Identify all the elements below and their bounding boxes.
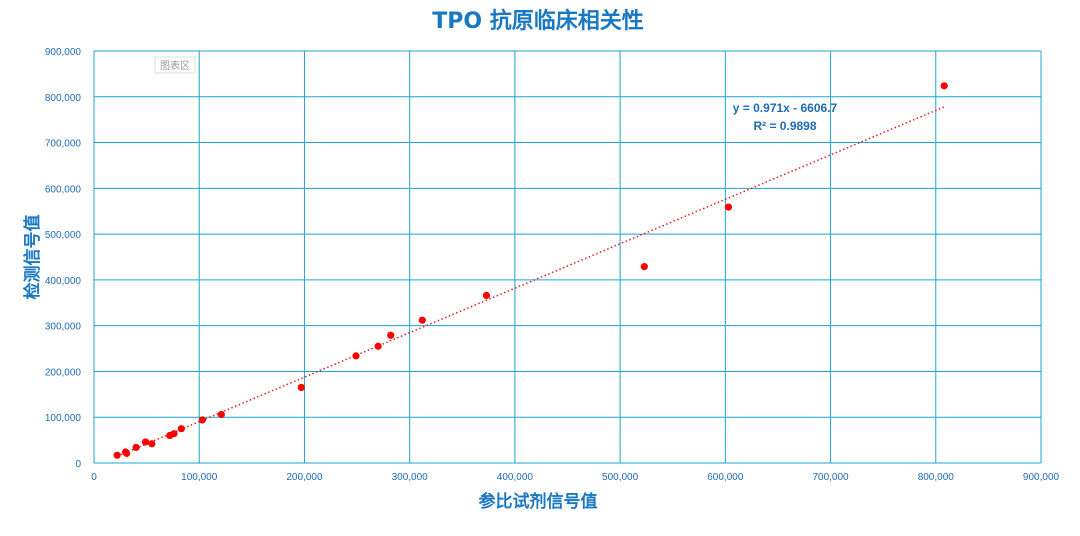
x-tick-label: 900,000 bbox=[1023, 472, 1060, 483]
data-point bbox=[177, 425, 185, 433]
x-tick-label: 700,000 bbox=[812, 472, 849, 483]
y-tick-label: 900,000 bbox=[45, 47, 82, 58]
gridlines bbox=[93, 50, 1042, 464]
plot-area: 0 100,000 200,000 300,000 400,000 500,000 600,… bbox=[45, 47, 1060, 483]
y-tick-label: 700,000 bbox=[45, 139, 82, 150]
data-point bbox=[640, 263, 648, 271]
x-tick-label: 200,000 bbox=[286, 472, 323, 483]
trendline-path bbox=[116, 106, 945, 457]
x-tick-label: 300,000 bbox=[392, 472, 429, 483]
data-point bbox=[482, 291, 491, 300]
y-tick-label: 600,000 bbox=[45, 184, 82, 195]
chart-title: TPO 抗原临床相关性 bbox=[432, 8, 644, 34]
trendline-equation: y = 0.971x - 6606.7 bbox=[733, 101, 838, 115]
y-tick-label: 0 bbox=[75, 459, 81, 470]
y-tick-label: 200,000 bbox=[45, 367, 82, 378]
x-tick-label: 800,000 bbox=[918, 472, 955, 483]
y-tick-label: 100,000 bbox=[45, 413, 82, 424]
data-point bbox=[113, 451, 121, 459]
x-tick-label: 0 bbox=[91, 472, 97, 483]
y-tick-label: 300,000 bbox=[45, 322, 82, 333]
data-point bbox=[418, 316, 426, 324]
y-tick-label: 500,000 bbox=[45, 230, 82, 241]
data-point bbox=[170, 430, 178, 438]
x-tick-label: 100,000 bbox=[181, 472, 218, 483]
y-axis-label: 检测信号值 bbox=[22, 215, 43, 300]
trendline bbox=[116, 106, 945, 457]
chart-area-tag-box bbox=[154, 56, 196, 74]
data-point bbox=[387, 331, 395, 339]
data-point bbox=[132, 443, 140, 452]
x-tick-label: 600,000 bbox=[707, 472, 744, 483]
data-point bbox=[123, 449, 131, 457]
x-axis-label: 参比试剂信号值 bbox=[479, 491, 598, 512]
chart-area-tag-label: 图表区 bbox=[160, 59, 190, 72]
data-point bbox=[940, 82, 948, 90]
y-tick-label: 800,000 bbox=[45, 93, 82, 104]
y-tick-label: 400,000 bbox=[45, 276, 82, 287]
data-points bbox=[113, 82, 948, 459]
data-point bbox=[198, 416, 206, 424]
data-point bbox=[297, 383, 305, 392]
data-point bbox=[217, 410, 225, 419]
y-axis-ticks: 0 100,000 200,000 300,000 400,000 500,000 600,… bbox=[45, 47, 82, 470]
x-tick-label: 400,000 bbox=[497, 472, 534, 483]
data-point bbox=[724, 203, 733, 211]
data-point bbox=[148, 440, 156, 448]
x-axis-ticks: 0 100,000 200,000 300,000 400,000 500,000 600,… bbox=[91, 472, 1059, 483]
trendline-r-squared: R² = 0.9898 bbox=[753, 119, 816, 133]
chart-area-tag[interactable]: 图表区 bbox=[154, 56, 196, 74]
data-point bbox=[352, 352, 360, 360]
x-tick-label: 500,000 bbox=[602, 472, 639, 483]
data-point bbox=[374, 342, 382, 350]
data-point bbox=[141, 438, 150, 446]
